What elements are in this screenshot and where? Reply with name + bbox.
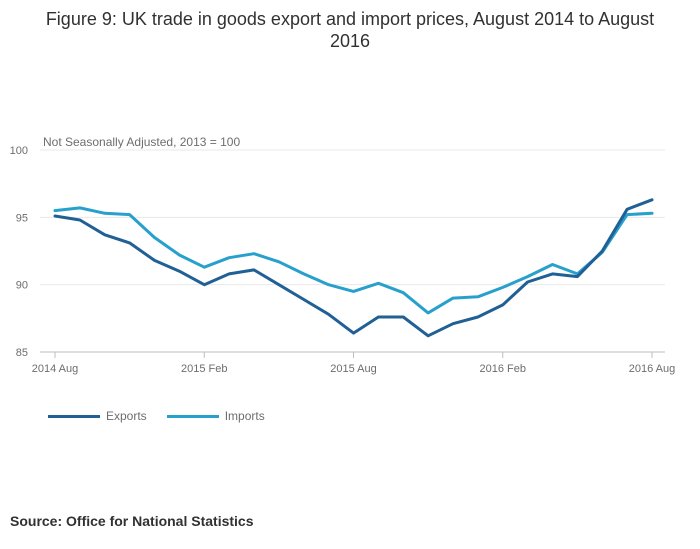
series-line-imports[interactable]	[53, 206, 654, 315]
x-axis-tick-labels: 2014 Aug 2015 Feb 2015 Aug 2016 Feb 2016 Aug	[32, 363, 676, 375]
series-line-exports[interactable]	[53, 198, 654, 338]
y-tick-label: 100	[10, 145, 28, 157]
legend-swatch-imports	[166, 414, 219, 418]
legend-swatch-exports	[48, 414, 100, 418]
x-tick-label: 2014 Aug	[32, 363, 79, 375]
legend-label-imports: Imports	[224, 409, 265, 423]
chart-subtitle: Not Seasonally Adjusted, 2013 = 100	[43, 135, 241, 149]
y-tick-label: 95	[16, 212, 28, 224]
legend-item-exports[interactable]: Exports	[48, 409, 147, 423]
legend-label-exports: Exports	[106, 409, 147, 423]
y-tick-label: 90	[16, 280, 28, 292]
x-tick-label: 2015 Feb	[181, 363, 227, 375]
y-tick-label: 85	[16, 347, 28, 359]
chart-title: Figure 9: UK trade in goods export and i…	[45, 9, 655, 51]
y-axis-tick-labels: 85 90 95 100	[10, 145, 28, 359]
legend: Exports Imports	[48, 409, 285, 423]
line-chart: 85 90 95 100 2014 Aug 2015 Feb 2015 Aug 2016 F…	[10, 145, 676, 375]
x-tick-label: 2016 Aug	[629, 363, 676, 375]
legend-item-imports[interactable]: Imports	[166, 409, 265, 423]
grid-lines	[40, 149, 665, 286]
x-tick-label: 2015 Aug	[330, 363, 377, 375]
source-note: Source: Office for National Statistics	[10, 513, 254, 529]
series-lines	[53, 198, 654, 338]
x-tick-label: 2016 Feb	[480, 363, 526, 375]
x-axis	[40, 351, 665, 358]
